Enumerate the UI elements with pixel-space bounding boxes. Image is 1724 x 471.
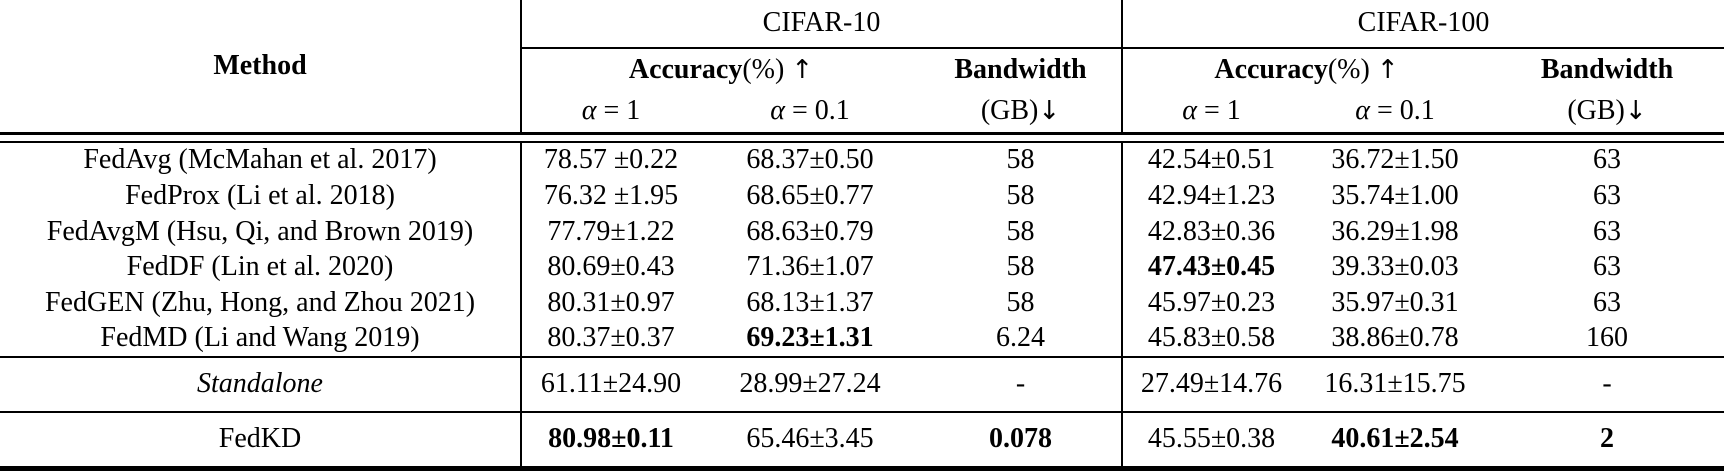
method-name: FedGEN (Zhu, Hong, and Zhou 2021) — [44, 286, 476, 318]
value-cell: 68.63±0.79 — [746, 215, 874, 247]
method-name: FedDF (Lin et al. 2020) — [126, 251, 394, 283]
method-name: FedMD (Li and Wang 2019) — [100, 322, 420, 354]
value-cell: 63 — [1593, 144, 1621, 176]
value-cell: 63 — [1593, 179, 1621, 211]
table-row-fedprox: FedProx (Li et al. 2018) 76.32 ±1.95 68.… — [0, 178, 1724, 215]
value-cell: 80.31±0.97 — [520, 285, 700, 321]
value-cell: 27.49±14.76 — [1121, 358, 1300, 413]
value-cell: 65.46±3.45 — [746, 423, 874, 455]
value-cell: 28.99±27.24 — [739, 368, 881, 400]
table-row-standalone: Standalone 61.11±24.90 28.99±27.24 - 27.… — [0, 358, 1724, 413]
value-cell: 6.24 — [996, 322, 1045, 354]
value-cell: 61.11±24.90 — [520, 358, 700, 413]
value-cell: 58 — [1006, 286, 1035, 318]
cifar100-accuracy-header: Accuracy(%) ↑ — [1121, 47, 1490, 92]
value-cell: 78.57 ±0.22 — [520, 142, 700, 179]
value-cell: 16.31±15.75 — [1324, 368, 1466, 400]
value-cell: 160 — [1586, 322, 1628, 354]
value-cell: 76.32 ±1.95 — [520, 178, 700, 215]
method-name: FedAvg (McMahan et al. 2017) — [83, 144, 437, 176]
cifar100-alpha1-header: α = 1 — [1121, 91, 1300, 134]
value-cell-best: 80.98±0.11 — [520, 413, 700, 469]
cifar100-alpha01-header: α = 0.1 — [1355, 95, 1435, 127]
alpha-symbol: α — [770, 95, 785, 127]
value-cell: 63 — [1593, 286, 1621, 318]
value-cell: 58 — [1006, 215, 1035, 247]
bottom-rule — [0, 466, 1724, 471]
cifar10-alpha1-header: α = 1 — [520, 91, 700, 134]
cifar10-alpha01-header: α = 0.1 — [770, 95, 850, 127]
method-name: FedKD — [218, 423, 302, 455]
table-row-fedavg: FedAvg (McMahan et al. 2017) 78.57 ±0.22… — [0, 142, 1724, 179]
table-row-fedmd: FedMD (Li and Wang 2019) 80.37±0.37 69.2… — [0, 320, 1724, 358]
value-cell: 63 — [1593, 251, 1621, 283]
cifar100-bandwidth-unit: (GB)↓ — [1567, 95, 1647, 127]
group-header-cifar10: CIFAR-10 — [520, 0, 1122, 49]
header-row-metrics: Accuracy(%) ↑ Bandwidth Accuracy(%) ↑ Ba… — [0, 47, 1724, 92]
value-cell: 68.65±0.77 — [746, 179, 874, 211]
value-cell: 45.55±0.38 — [1121, 413, 1300, 469]
down-arrow-icon: ↓ — [1624, 96, 1647, 127]
value-cell: 35.74±1.00 — [1331, 179, 1459, 211]
cifar100-bandwidth-header: Bandwidth — [1540, 53, 1674, 85]
down-arrow-icon: ↓ — [1038, 96, 1061, 127]
table-row-fedgen: FedGEN (Zhu, Hong, and Zhou 2021) 80.31±… — [0, 285, 1724, 321]
value-cell: 42.94±1.23 — [1121, 178, 1300, 215]
value-cell: 80.37±0.37 — [520, 320, 700, 358]
value-cell: 36.72±1.50 — [1331, 144, 1459, 176]
value-cell-best: 69.23±1.31 — [746, 322, 874, 354]
method-column-header: Method — [213, 49, 307, 81]
value-cell: 38.86±0.78 — [1331, 322, 1459, 354]
cifar10-bandwidth-unit: (GB)↓ — [980, 95, 1061, 127]
value-cell: 68.13±1.37 — [746, 286, 874, 318]
value-cell: 36.29±1.98 — [1331, 215, 1459, 247]
accuracy-unit: (%) — [1327, 53, 1370, 85]
value-cell: 42.83±0.36 — [1121, 214, 1300, 250]
value-cell: 45.97±0.23 — [1121, 285, 1300, 321]
cifar10-accuracy-header: Accuracy(%) ↑ — [520, 47, 920, 92]
value-cell: 71.36±1.07 — [746, 251, 874, 283]
method-name: FedProx (Li et al. 2018) — [125, 179, 395, 211]
value-cell: 39.33±0.03 — [1331, 251, 1459, 283]
accuracy-label: Accuracy — [628, 53, 743, 85]
value-cell: 80.69±0.43 — [520, 249, 700, 286]
value-cell: 58 — [1006, 251, 1035, 283]
value-cell: - — [1015, 368, 1026, 400]
value-cell-best: 0.078 — [989, 423, 1052, 455]
table-row-feddf: FedDF (Lin et al. 2020) 80.69±0.43 71.36… — [0, 249, 1724, 286]
method-name: FedAvgM (Hsu, Qi, and Brown 2019) — [46, 215, 474, 247]
value-cell: - — [1602, 368, 1612, 400]
header-row-alphas: α = 1 α = 0.1 (GB)↓ α = 1 α = 0.1 (GB)↓ — [0, 91, 1724, 134]
alpha-symbol: α — [581, 95, 597, 127]
alpha-symbol: α — [1182, 95, 1197, 127]
value-cell: 45.83±0.58 — [1121, 320, 1300, 358]
header-row-datasets: Method CIFAR-10 CIFAR-100 — [0, 0, 1724, 81]
value-cell: 35.97±0.31 — [1331, 286, 1459, 318]
accuracy-label: Accuracy — [1214, 53, 1328, 85]
alpha-symbol: α — [1355, 95, 1370, 127]
accuracy-unit: (%) — [742, 53, 785, 85]
table-row-fedkd: FedKD 80.98±0.11 65.46±3.45 0.078 45.55±… — [0, 413, 1724, 469]
double-rule — [0, 132, 1724, 144]
cifar10-bandwidth-header: Bandwidth — [954, 53, 1087, 85]
value-cell: 58 — [1006, 144, 1035, 176]
method-name: Standalone — [197, 368, 323, 400]
table-row-fedavgm: FedAvgM (Hsu, Qi, and Brown 2019) 77.79±… — [0, 214, 1724, 250]
value-cell: 63 — [1593, 215, 1621, 247]
value-cell: 58 — [1006, 179, 1035, 211]
up-arrow-icon: ↑ — [1376, 54, 1399, 85]
value-cell-best: 40.61±2.54 — [1331, 423, 1459, 455]
value-cell: 77.79±1.22 — [520, 214, 700, 250]
value-cell: 68.37±0.50 — [746, 144, 874, 176]
up-arrow-icon: ↑ — [791, 54, 814, 85]
group-header-cifar100: CIFAR-100 — [1120, 0, 1724, 49]
value-cell-best: 47.43±0.45 — [1121, 249, 1300, 286]
value-cell-best: 2 — [1600, 423, 1614, 455]
value-cell: 42.54±0.51 — [1121, 142, 1300, 179]
